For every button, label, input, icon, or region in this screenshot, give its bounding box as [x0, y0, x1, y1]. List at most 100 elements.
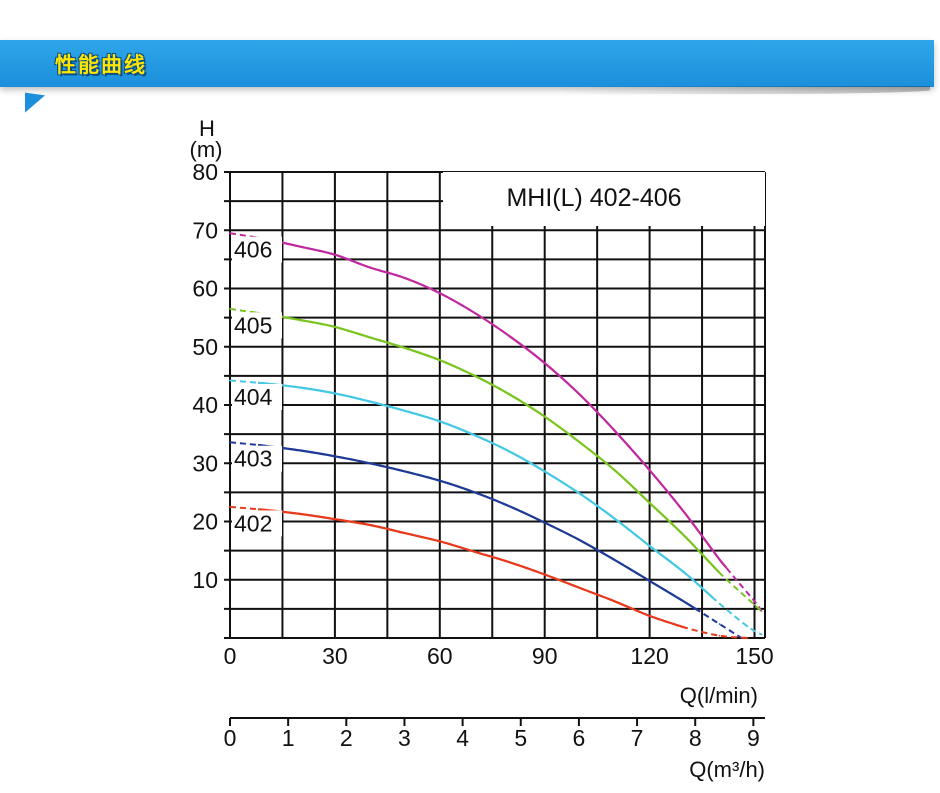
series-label-bg — [232, 236, 282, 263]
point-404 — [264, 382, 266, 385]
series-label-406: 406 — [234, 237, 272, 263]
point-406 — [334, 253, 336, 256]
x-secondary-tick-label: 8 — [689, 725, 702, 751]
point-404 — [299, 386, 301, 389]
curve-404 — [257, 381, 714, 599]
point-402 — [439, 540, 441, 543]
point-404 — [369, 400, 371, 403]
point-406 — [404, 277, 406, 279]
point-402 — [404, 532, 406, 534]
point-405 — [543, 415, 546, 418]
point-404 — [613, 517, 616, 520]
point-405 — [578, 441, 581, 444]
point-404 — [543, 470, 546, 473]
x-primary-tick-label: 30 — [322, 643, 348, 669]
series-label-bg — [232, 384, 282, 410]
x-primary-tick-labels: 0 30 60 90 120 150 — [224, 643, 774, 669]
point-406 — [613, 429, 616, 432]
point-405 — [683, 535, 686, 537]
y-tick-labels: 10 20 30 40 50 60 70 80 — [192, 159, 218, 593]
point-402 — [613, 600, 616, 603]
point-403 — [613, 559, 616, 561]
y-tick-label: 80 — [192, 159, 218, 185]
x-secondary-tick-label: 7 — [631, 725, 644, 751]
point-402 — [473, 550, 476, 553]
point-403 — [334, 455, 336, 458]
series-label-bg — [232, 312, 282, 339]
point-406 — [508, 335, 511, 338]
point-404 — [508, 450, 511, 453]
point-403 — [648, 580, 651, 582]
y-tick-label: 60 — [192, 276, 218, 302]
point-405 — [299, 319, 301, 321]
point-405 — [718, 571, 721, 574]
series-label-402: 402 — [234, 510, 272, 536]
point-406 — [753, 600, 756, 603]
point-404 — [473, 434, 476, 437]
point-403 — [683, 601, 686, 603]
point-402 — [334, 518, 336, 520]
point-404 — [439, 420, 441, 423]
title-box-background — [443, 172, 765, 226]
section-banner: 性能曲线 — [0, 40, 934, 87]
y-axis-label-unit: (m) — [190, 137, 223, 162]
point-403 — [578, 539, 581, 541]
x-primary-tick-label: 150 — [735, 643, 773, 669]
point-403 — [229, 441, 231, 444]
series-label-405: 405 — [234, 312, 272, 338]
point-406 — [229, 232, 231, 234]
point-402 — [648, 615, 651, 617]
point-402 — [229, 506, 231, 508]
point-404 — [718, 602, 721, 605]
point-405 — [369, 336, 371, 339]
x-primary-tick-label: 0 — [224, 643, 237, 669]
point-404 — [683, 571, 686, 574]
point-404 — [334, 392, 336, 395]
curve-403 — [257, 444, 700, 612]
point-405 — [508, 393, 511, 396]
pump-curves — [229, 232, 763, 639]
point-405 — [404, 347, 406, 349]
series-label-bg — [232, 445, 282, 472]
point-406 — [578, 393, 581, 396]
banner-shadow — [560, 86, 930, 94]
section-title: 性能曲线 — [55, 53, 147, 77]
y-tick-label: 30 — [192, 450, 218, 476]
point-402 — [264, 509, 266, 511]
point-406 — [299, 245, 301, 248]
point-403 — [369, 462, 371, 465]
chart-title: MHI(L) 402-406 — [506, 184, 681, 212]
x-secondary-axis: 0 1 2 3 4 5 6 7 8 9 — [224, 717, 765, 751]
point-402 — [369, 524, 371, 526]
y-tick-label: 40 — [192, 392, 218, 418]
point-403 — [473, 491, 476, 494]
point-405 — [648, 502, 651, 504]
curve-406 — [250, 235, 728, 569]
point-405 — [753, 603, 756, 606]
point-402 — [299, 513, 301, 515]
x-secondary-tick-label: 1 — [282, 725, 295, 751]
point-405 — [439, 359, 441, 361]
point-404 — [760, 633, 763, 636]
point-404 — [578, 492, 581, 495]
point-406 — [683, 511, 686, 514]
point-402 — [508, 561, 511, 564]
curve-402-dashed — [229, 505, 748, 639]
point-403 — [543, 521, 546, 524]
point-405 — [229, 308, 231, 310]
point-406 — [439, 292, 441, 294]
point-403 — [739, 636, 742, 639]
y-tick-label: 70 — [192, 217, 218, 243]
point-406 — [543, 362, 546, 364]
point-403 — [404, 470, 406, 473]
series-label-404: 404 — [234, 384, 273, 410]
point-402 — [683, 626, 686, 629]
point-406 — [648, 469, 651, 472]
series-label-403: 403 — [234, 446, 272, 472]
x-primary-axis-label: Q(l/min) — [680, 683, 758, 708]
x-secondary-tick-label: 5 — [514, 725, 527, 751]
x-secondary-tick-label: 3 — [398, 725, 411, 751]
y-axis-label-h: H — [199, 116, 215, 141]
y-tick-label: 10 — [192, 567, 218, 593]
